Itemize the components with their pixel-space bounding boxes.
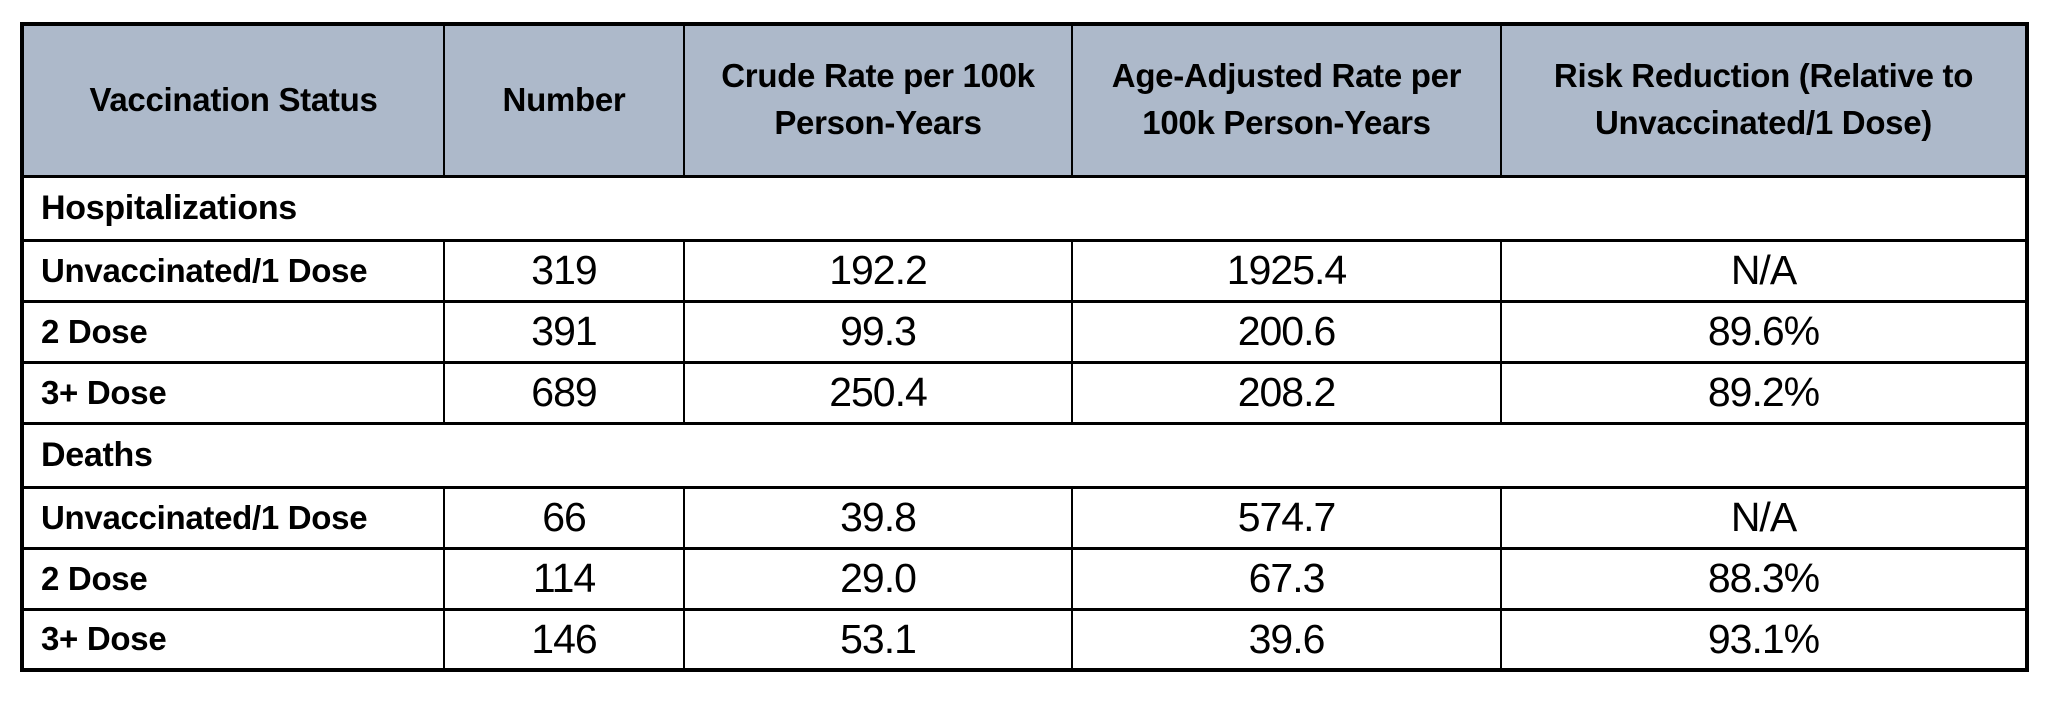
cell-crude-rate: 99.3	[683, 299, 1073, 364]
section-row-hospitalizations: Hospitalizations	[21, 174, 2028, 242]
section-label: Hospitalizations	[21, 174, 2028, 242]
cell-crude-rate: 192.2	[683, 238, 1073, 303]
cell-age-adjusted-rate: 1925.4	[1071, 238, 1502, 303]
cell-risk-reduction: N/A	[1500, 485, 2028, 550]
cell-number: 319	[443, 238, 685, 303]
cell-risk-reduction: 89.2%	[1500, 360, 2028, 425]
row-label: Unvaccinated/1 Dose	[21, 238, 445, 303]
col-header-age-adjusted-rate: Age-Adjusted Rate per 100k Person-Years	[1071, 22, 1502, 178]
cell-risk-reduction: 93.1%	[1500, 607, 2028, 672]
col-header-crude-rate: Crude Rate per 100k Person-Years	[683, 22, 1073, 178]
cell-number: 66	[443, 485, 685, 550]
header-row: Vaccination Status Number Crude Rate per…	[21, 22, 2028, 178]
row-label: 2 Dose	[21, 546, 445, 611]
section-row-deaths: Deaths	[21, 421, 2028, 489]
row-label: 3+ Dose	[21, 607, 445, 672]
section-label: Deaths	[21, 421, 2028, 489]
table-row: 2 Dose 114 29.0 67.3 88.3%	[21, 546, 2028, 611]
col-header-risk-reduction: Risk Reduction (Relative to Unvaccinated…	[1500, 22, 2028, 178]
table-row: 2 Dose 391 99.3 200.6 89.6%	[21, 299, 2028, 364]
table-row: Unvaccinated/1 Dose 66 39.8 574.7 N/A	[21, 485, 2028, 550]
cell-risk-reduction: 88.3%	[1500, 546, 2028, 611]
row-label: 2 Dose	[21, 299, 445, 364]
cell-age-adjusted-rate: 39.6	[1071, 607, 1502, 672]
cell-age-adjusted-rate: 208.2	[1071, 360, 1502, 425]
cell-age-adjusted-rate: 200.6	[1071, 299, 1502, 364]
cell-number: 114	[443, 546, 685, 611]
cell-age-adjusted-rate: 67.3	[1071, 546, 1502, 611]
cell-crude-rate: 250.4	[683, 360, 1073, 425]
row-label: Unvaccinated/1 Dose	[21, 485, 445, 550]
cell-risk-reduction: N/A	[1500, 238, 2028, 303]
cell-number: 689	[443, 360, 685, 425]
cell-number: 146	[443, 607, 685, 672]
vaccination-outcomes-table: Vaccination Status Number Crude Rate per…	[20, 22, 2029, 672]
col-header-number: Number	[443, 22, 685, 178]
cell-age-adjusted-rate: 574.7	[1071, 485, 1502, 550]
table-row: 3+ Dose 146 53.1 39.6 93.1%	[21, 607, 2028, 672]
cell-crude-rate: 39.8	[683, 485, 1073, 550]
table-row: Unvaccinated/1 Dose 319 192.2 1925.4 N/A	[21, 238, 2028, 303]
cell-number: 391	[443, 299, 685, 364]
page: Vaccination Status Number Crude Rate per…	[20, 22, 2029, 672]
cell-crude-rate: 53.1	[683, 607, 1073, 672]
cell-crude-rate: 29.0	[683, 546, 1073, 611]
col-header-vaccination-status: Vaccination Status	[21, 22, 445, 178]
cell-risk-reduction: 89.6%	[1500, 299, 2028, 364]
row-label: 3+ Dose	[21, 360, 445, 425]
table-row: 3+ Dose 689 250.4 208.2 89.2%	[21, 360, 2028, 425]
